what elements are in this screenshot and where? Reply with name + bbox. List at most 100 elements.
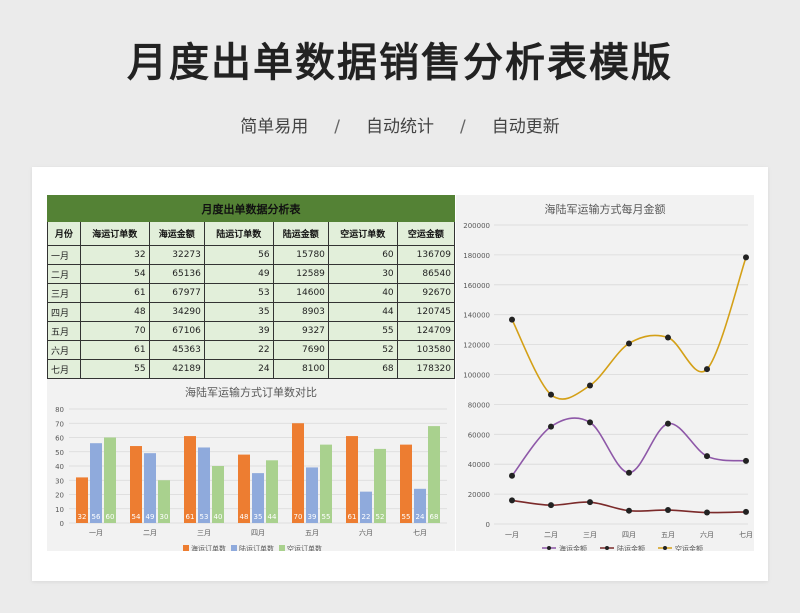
bar-chart-panel: 海陆军运输方式订单数对比 0 10 20 30 40 50 60 70 80 32 56 60 一月 54… bbox=[47, 379, 455, 551]
bar-data-label: 35 bbox=[254, 513, 263, 521]
bar bbox=[144, 453, 156, 523]
subtitle-item: 自动统计 bbox=[366, 117, 434, 137]
y-tick-label: 30 bbox=[55, 477, 64, 485]
x-tick-label: 七月 bbox=[739, 530, 753, 539]
bar bbox=[360, 491, 372, 523]
bar-data-label: 40 bbox=[214, 513, 223, 521]
y-tick-label: 80000 bbox=[468, 401, 490, 409]
bar-data-label: 54 bbox=[132, 513, 141, 521]
table-title: 月度出单数据分析表 bbox=[47, 195, 455, 222]
bar-data-label: 70 bbox=[294, 513, 303, 521]
value-cell: 55 bbox=[79, 359, 150, 379]
x-tick-label: 四月 bbox=[251, 529, 265, 537]
data-point bbox=[548, 502, 554, 509]
x-tick-label: 六月 bbox=[359, 528, 373, 537]
y-tick-label: 10 bbox=[55, 506, 64, 514]
legend-marker bbox=[663, 546, 667, 550]
bar bbox=[414, 488, 426, 523]
data-point bbox=[509, 316, 515, 323]
value-cell: 48 bbox=[79, 302, 150, 322]
value-cell: 42189 bbox=[148, 359, 205, 379]
bar bbox=[76, 477, 88, 523]
value-cell: 12589 bbox=[272, 264, 329, 284]
data-point bbox=[704, 453, 710, 460]
month-cell: 六月 bbox=[47, 340, 81, 360]
value-cell: 8903 bbox=[272, 302, 329, 322]
y-tick-label: 40000 bbox=[468, 461, 490, 469]
value-cell: 35 bbox=[203, 302, 274, 322]
x-tick-label: 一月 bbox=[505, 531, 519, 539]
bar-chart-title: 海陆军运输方式订单数对比 bbox=[185, 386, 317, 399]
table-row: 三月 61 67977 53 14600 40 92670 bbox=[47, 283, 456, 303]
line-chart-title: 海陆军运输方式每月金额 bbox=[544, 203, 666, 216]
value-cell: 52 bbox=[327, 340, 398, 360]
bar-data-label: 52 bbox=[376, 513, 385, 521]
value-cell: 49 bbox=[203, 264, 274, 284]
bar bbox=[346, 436, 358, 523]
y-tick-label: 120000 bbox=[463, 342, 490, 350]
legend-marker bbox=[605, 546, 609, 550]
bar bbox=[130, 446, 142, 523]
bar-data-label: 32 bbox=[78, 513, 87, 521]
value-cell: 67106 bbox=[148, 321, 205, 341]
data-point bbox=[548, 423, 554, 430]
bar-data-label: 55 bbox=[322, 513, 331, 521]
value-cell: 61 bbox=[79, 340, 150, 360]
y-tick-label: 0 bbox=[486, 521, 490, 529]
bar bbox=[184, 436, 196, 523]
bar-data-label: 48 bbox=[240, 513, 249, 521]
bar-data-label: 60 bbox=[106, 513, 115, 521]
value-cell: 92670 bbox=[396, 283, 456, 303]
x-tick-label: 五月 bbox=[305, 529, 319, 537]
x-tick-label: 六月 bbox=[700, 530, 714, 539]
value-cell: 60 bbox=[327, 245, 398, 265]
x-tick-label: 三月 bbox=[197, 529, 211, 537]
value-cell: 53 bbox=[203, 283, 274, 303]
bar bbox=[104, 437, 116, 523]
bar bbox=[306, 467, 318, 523]
bar-data-label: 53 bbox=[200, 513, 209, 521]
legend-label: 海运订单数 bbox=[191, 544, 226, 551]
table-row: 二月 54 65136 49 12589 30 86540 bbox=[47, 264, 456, 284]
value-cell: 30 bbox=[327, 264, 398, 284]
data-point bbox=[665, 507, 671, 514]
value-cell: 67977 bbox=[148, 283, 205, 303]
month-cell: 七月 bbox=[47, 359, 81, 379]
bar-data-label: 30 bbox=[160, 513, 169, 521]
month-cell: 五月 bbox=[47, 321, 81, 341]
value-cell: 8100 bbox=[272, 359, 329, 379]
bar bbox=[212, 466, 224, 523]
bar bbox=[400, 444, 412, 523]
value-cell: 32 bbox=[79, 245, 150, 265]
x-tick-label: 一月 bbox=[89, 529, 103, 537]
bar-data-label: 68 bbox=[430, 513, 439, 521]
table-row: 四月 48 34290 35 8903 44 120745 bbox=[47, 302, 456, 322]
line-chart: 0 20000 40000 60000 80000 100000 120000 140000 1… bbox=[463, 222, 753, 551]
value-cell: 32273 bbox=[148, 245, 205, 265]
subtitle-separator: / bbox=[334, 117, 340, 137]
y-tick-label: 180000 bbox=[463, 252, 490, 260]
column-header: 空运订单数 bbox=[327, 221, 398, 246]
series-line bbox=[511, 417, 747, 477]
data-point bbox=[626, 340, 632, 347]
legend-label: 陆运金额 bbox=[617, 544, 645, 551]
column-header: 空运金额 bbox=[396, 221, 456, 246]
data-point bbox=[587, 419, 593, 426]
value-cell: 70 bbox=[79, 321, 150, 341]
data-point bbox=[665, 334, 671, 341]
bar-data-label: 56 bbox=[92, 513, 101, 521]
legend-label: 空运金额 bbox=[675, 544, 703, 551]
value-cell: 86540 bbox=[396, 264, 456, 284]
legend-swatch bbox=[279, 545, 285, 551]
data-point bbox=[665, 420, 671, 427]
x-tick-label: 五月 bbox=[661, 531, 675, 539]
data-point bbox=[704, 509, 710, 516]
column-header: 陆运金额 bbox=[272, 221, 329, 246]
data-point bbox=[704, 366, 710, 373]
data-point bbox=[548, 391, 554, 398]
y-tick-label: 50 bbox=[55, 449, 64, 457]
data-point bbox=[509, 497, 515, 504]
bar bbox=[252, 473, 264, 523]
legend-swatch bbox=[183, 545, 189, 551]
